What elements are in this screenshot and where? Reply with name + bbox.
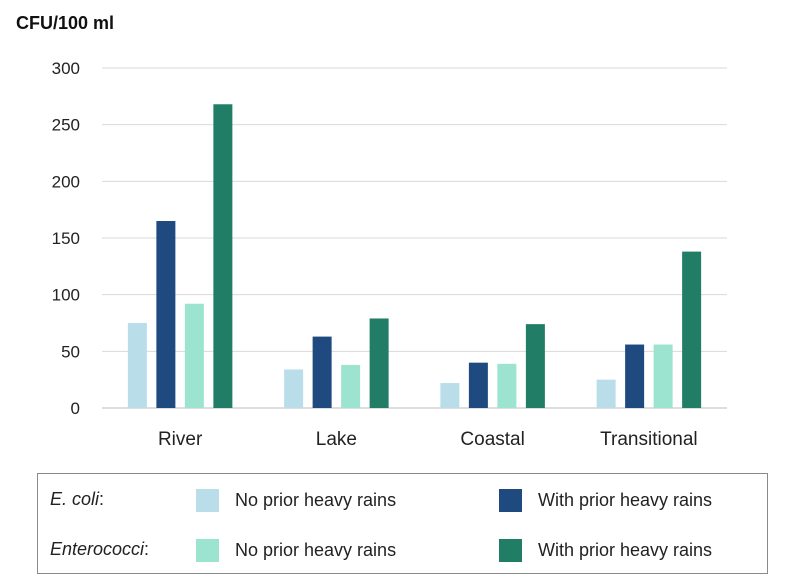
bar (440, 383, 460, 408)
legend-swatch (499, 488, 522, 512)
x-category-label: Transitional (600, 429, 698, 450)
y-axis-unit-label: CFU/100 ml (16, 13, 114, 33)
bar (596, 379, 616, 408)
legend-group-label: E. coli: (50, 489, 104, 510)
legend-item: With prior heavy rains (499, 535, 712, 565)
bar (312, 336, 332, 408)
legend-item-label: No prior heavy rains (235, 489, 397, 510)
gridlines (102, 67, 727, 409)
bar (127, 323, 147, 408)
legend-swatch (499, 538, 522, 562)
bar (653, 344, 673, 408)
bar (682, 251, 702, 408)
legend-row-enterococci: Enterococci: No prior heavy rains With p… (38, 535, 767, 565)
bar (156, 221, 176, 408)
y-tick-label: 200 (52, 172, 80, 191)
legend-item-label: No prior heavy rains (235, 539, 397, 560)
legend-swatch (196, 488, 219, 512)
y-tick-label: 100 (52, 286, 80, 305)
legend-item-label: With prior heavy rains (538, 489, 713, 510)
legend-group-suffix: : (144, 539, 150, 559)
bar (284, 369, 304, 408)
bar (625, 344, 645, 408)
bar (525, 324, 545, 408)
y-axis-ticks: 0 50 100 150 200 250 300 (52, 59, 80, 418)
legend-item: No prior heavy rains (196, 485, 396, 515)
legend-swatch (196, 538, 219, 562)
legend-group-name: Enterococci (50, 539, 145, 559)
bars (127, 104, 702, 409)
bar (213, 104, 233, 409)
legend-group-suffix: : (99, 489, 105, 509)
x-axis-categories: River Lake Coastal Transitional (158, 429, 698, 450)
y-tick-label: 0 (71, 399, 80, 418)
y-tick-label: 300 (52, 59, 80, 78)
legend-item-label: With prior heavy rains (538, 539, 713, 560)
legend-item: With prior heavy rains (499, 485, 712, 515)
legend-group-name: E. coli (50, 489, 100, 509)
y-tick-label: 250 (52, 116, 80, 135)
legend-row-ecoli: E. coli: No prior heavy rains With prior… (38, 485, 767, 515)
y-tick-label: 150 (52, 229, 80, 248)
bar (369, 318, 389, 408)
bar (468, 362, 488, 408)
x-category-label: Lake (316, 429, 357, 450)
y-tick-label: 50 (61, 342, 80, 361)
legend: E. coli: No prior heavy rains With prior… (37, 473, 768, 574)
bar (341, 364, 361, 408)
bar (184, 303, 204, 408)
bar-chart: CFU/100 ml 0 50 100 150 200 250 300 River Lake C… (16, 13, 727, 450)
x-category-label: River (158, 429, 203, 450)
legend-group-label: Enterococci: (50, 539, 149, 560)
x-category-label: Coastal (460, 429, 524, 450)
legend-item: No prior heavy rains (196, 535, 396, 565)
bar (497, 363, 517, 408)
